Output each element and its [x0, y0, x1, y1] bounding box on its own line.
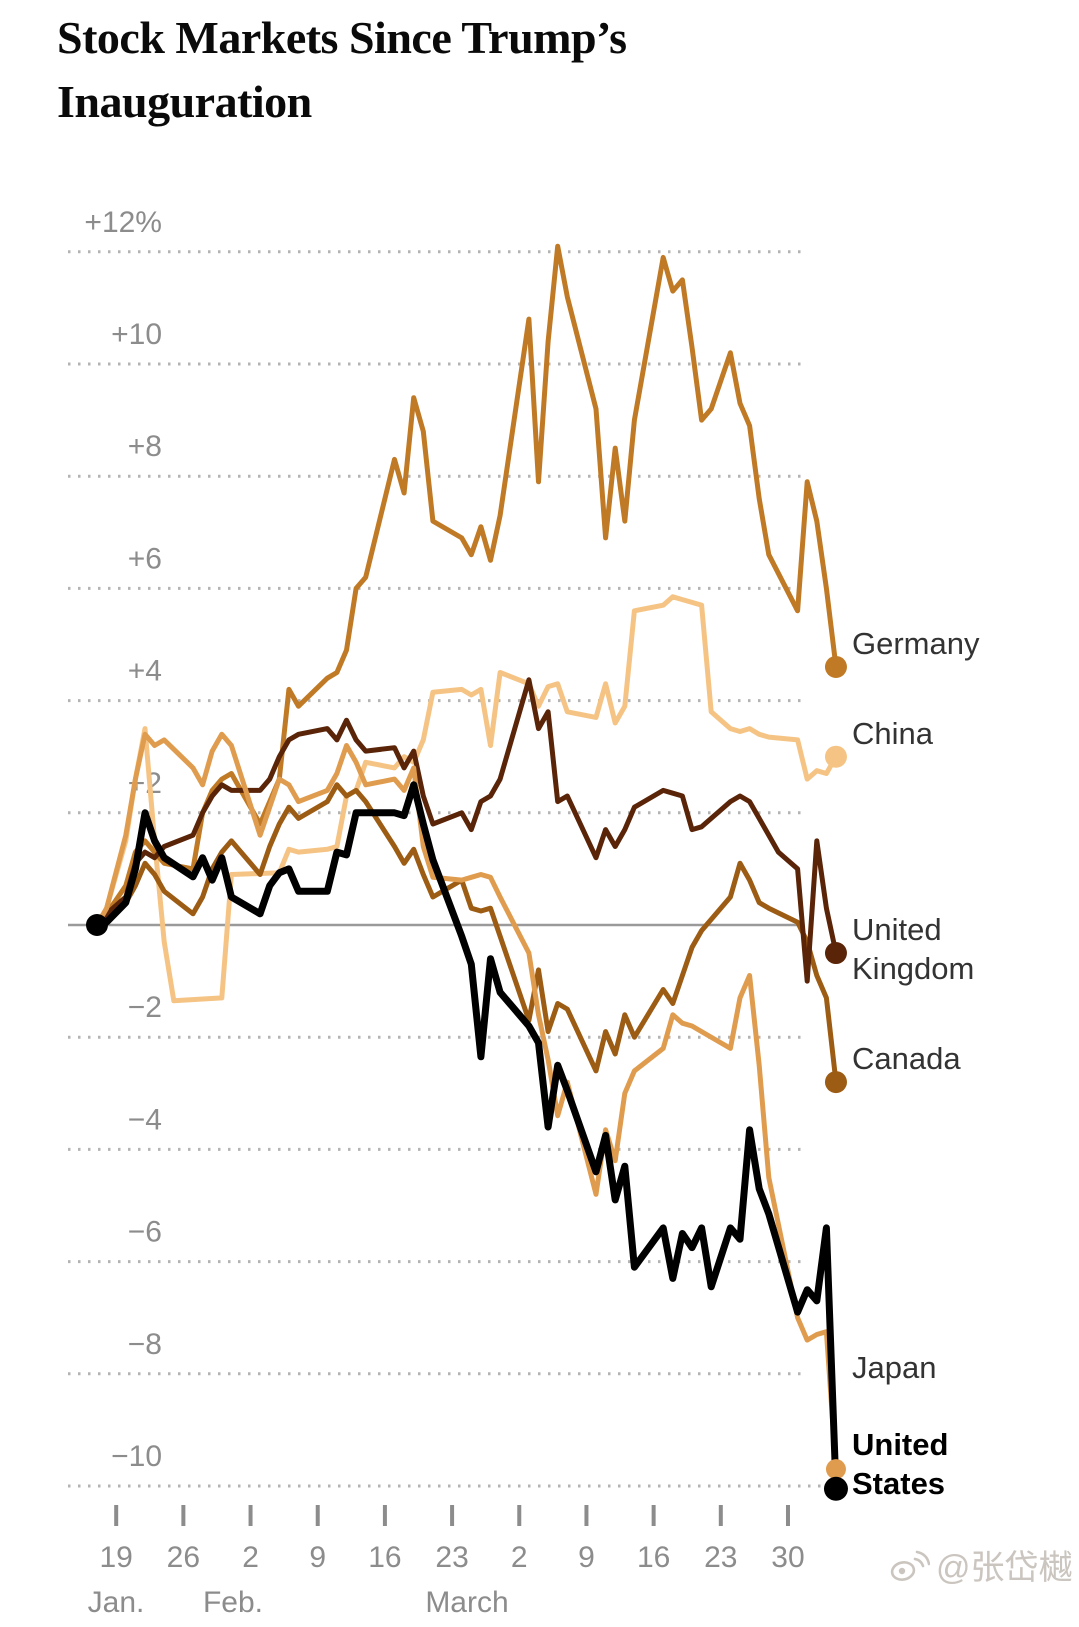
- series-label-united-states: United States: [852, 1427, 949, 1501]
- end-dot-japan: [825, 1459, 846, 1480]
- y-axis-label: −10: [111, 1440, 162, 1473]
- end-dot-germany: [824, 655, 847, 678]
- watermark: @张岱樾: [888, 1540, 1073, 1589]
- y-axis-label: +8: [128, 430, 162, 463]
- month-label: March: [425, 1586, 508, 1619]
- series-line-germany: [94, 243, 839, 928]
- y-axis-label: +12%: [84, 206, 162, 239]
- x-axis-label: 19: [100, 1541, 133, 1574]
- watermark-handle: @张岱樾: [936, 1549, 1073, 1587]
- series-line-united-states: [93, 781, 840, 1493]
- title-line-2: Inauguration: [57, 76, 312, 127]
- title-line-1: Stock Markets Since Trump’s: [57, 12, 627, 63]
- start-dot: [86, 914, 108, 936]
- end-dot-china: [824, 745, 847, 768]
- series-label-china: China: [852, 716, 933, 751]
- x-axis-label: 2: [511, 1541, 528, 1574]
- series-label-germany: Germany: [852, 626, 980, 661]
- x-axis-label: 30: [771, 1541, 804, 1574]
- series-line-canada: [94, 782, 839, 1085]
- series-line-japan: [94, 731, 839, 1472]
- x-axis-label: 9: [309, 1541, 326, 1574]
- y-axis-label: −2: [128, 991, 162, 1024]
- x-axis-label: 9: [578, 1541, 595, 1574]
- y-axis-label: +6: [128, 542, 162, 575]
- end-dot-canada: [824, 1071, 847, 1094]
- end-dot-united-kingdom: [824, 942, 847, 965]
- series-label-japan: Japan: [852, 1350, 937, 1385]
- series-line-united-kingdom: [94, 677, 839, 984]
- x-axis-label: 2: [242, 1541, 259, 1574]
- x-axis-label: 23: [435, 1541, 468, 1574]
- y-axis-label: −6: [128, 1216, 162, 1249]
- y-axis-label: +10: [111, 318, 162, 351]
- end-dot-united-states: [823, 1476, 848, 1501]
- page-title: Stock Markets Since Trump’s Inauguration: [57, 6, 957, 134]
- series-label-united-kingdom: United Kingdom: [852, 912, 975, 986]
- x-axis-label: 16: [368, 1541, 401, 1574]
- x-axis-label: 26: [167, 1541, 200, 1574]
- x-axis-label: 23: [704, 1541, 737, 1574]
- month-label: Feb.: [203, 1586, 263, 1619]
- y-axis-label: +4: [128, 655, 162, 688]
- weibo-logo-icon: [890, 1550, 930, 1581]
- y-axis-label: −4: [128, 1103, 162, 1136]
- x-axis-label: 16: [637, 1541, 670, 1574]
- y-axis-label: −8: [128, 1328, 162, 1361]
- series-label-canada: Canada: [852, 1041, 961, 1076]
- month-label: Jan.: [88, 1586, 145, 1619]
